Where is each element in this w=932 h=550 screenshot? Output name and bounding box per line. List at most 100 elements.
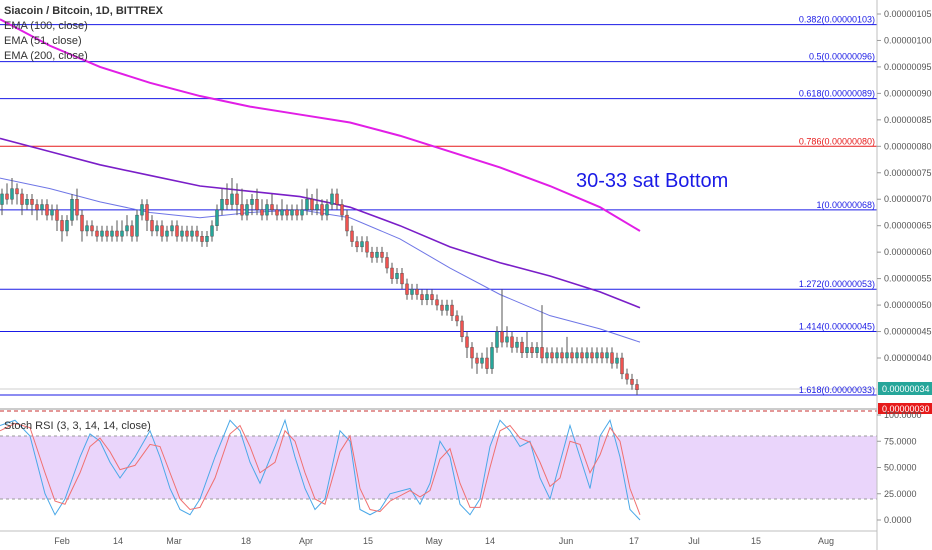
candle-74 [370,251,374,258]
candle-110 [550,352,554,359]
price-tick-label-2: 0.00000095 [884,62,932,72]
candle-124 [620,357,624,375]
price-tick-label-13: 0.00000040 [884,353,932,363]
candle-52 [260,209,264,216]
legend-ema-51: EMA (51, close) [4,35,82,47]
candle-97 [485,357,489,369]
candle-19 [95,230,99,237]
candle-108 [540,347,544,359]
candle-57 [285,209,289,216]
rsi-k-line [0,418,641,521]
time-tick-label-4: Apr [299,536,313,546]
rsi-panel [0,418,877,521]
rsi-d-line [0,422,641,515]
candle-123 [615,357,619,364]
candle-54 [270,204,274,211]
time-tick-label-1: 14 [113,536,123,546]
candle-20 [100,230,104,237]
candle-82 [410,289,414,295]
candle-73 [365,241,369,253]
candle-126 [630,378,634,385]
candle-65 [325,204,329,216]
candle-106 [530,347,534,353]
candle-18 [90,225,94,232]
candle-27 [135,214,139,237]
price-tick-label-12: 0.00000045 [884,327,932,337]
candle-31 [155,225,159,232]
candle-121 [605,352,609,359]
candle-35 [175,225,179,237]
candle-15 [75,199,79,216]
main-grid [0,0,877,412]
candle-6 [30,199,34,205]
fib-label-4: 1(0.00000068) [816,200,875,210]
candle-101 [505,336,509,343]
candle-24 [120,230,124,237]
candle-111 [555,352,559,359]
candle-36 [180,230,184,237]
last-price-badge [878,382,932,395]
price-tick-label-8: 0.00000065 [884,221,932,231]
candle-51 [255,199,259,211]
rsi-legend: Stoch RSI (3, 3, 14, 14, close) [4,420,151,432]
candle-29 [145,204,149,221]
ema-200-line [0,18,641,232]
fib-lines: 0.382(0.00000103) 0.5(0.00000096) 0.618(0.… [0,15,877,396]
candle-39 [195,230,199,237]
candle-60 [300,209,304,216]
rsi-tick-label-2: 50.0000 [884,463,917,473]
fib-label-2: 0.618(0.00000089) [799,89,875,99]
candle-28 [140,204,144,216]
candle-92 [460,320,464,338]
candle-22 [110,230,114,237]
candle-100 [500,331,504,343]
price-tick-label-10: 0.00000055 [884,274,932,284]
rsi-tick-label-4: 0.0000 [884,515,912,525]
candle-114 [570,352,574,359]
annotation-text: 30-33 sat Bottom [576,170,729,192]
candle-38 [190,230,194,237]
candle-84 [420,294,424,300]
candle-50 [250,199,254,205]
candle-14 [70,199,74,221]
candle-78 [390,267,394,279]
candle-55 [275,209,279,216]
candles [0,178,639,396]
rsi-tick-label-0: 100.0000 [884,410,922,420]
red-price-label: 0.00000030 [882,404,930,414]
candle-77 [385,257,389,269]
candle-98 [490,347,494,369]
candle-49 [245,204,249,216]
candle-0 [0,193,4,205]
candle-34 [170,225,174,232]
candle-1 [5,193,9,200]
time-tick-label-2: Mar [166,536,182,546]
candle-69 [345,214,349,232]
fib-label-7: 1.618(0.00000033) [799,385,875,395]
rsi-axis[interactable]: 100.0000 75.0000 50.0000 25.0000 0.0000 [877,410,922,525]
candle-112 [560,352,564,359]
candle-79 [395,273,399,279]
candle-71 [355,241,359,248]
candle-83 [415,289,419,295]
candle-41 [205,236,209,242]
candle-70 [350,230,354,242]
candle-43 [215,209,219,226]
fib-label-5: 1.272(0.00000053) [799,279,875,289]
candle-53 [265,204,269,216]
candle-122 [610,352,614,364]
candle-3 [15,188,19,195]
price-tick-label-1: 0.00000100 [884,35,932,45]
main-panel-bg [0,0,877,408]
time-tick-label-10: Jul [688,536,700,546]
time-tick-label-0: Feb [54,536,70,546]
price-axis[interactable]: 0.00000105 0.00000100 0.00000095 0.00000090… [876,0,932,550]
candle-88 [440,304,444,311]
time-axis[interactable]: Feb 14 Mar 18 Apr 15 May 14 Jun 17 Jul 15 Aug [0,530,877,546]
candle-127 [635,384,639,390]
candle-76 [380,251,384,258]
candle-107 [535,347,539,353]
candle-25 [125,225,129,232]
candle-102 [510,336,514,348]
chart-legend: Siacoin / Bitcoin, 1D, BITTREX EMA (100,… [4,4,163,64]
